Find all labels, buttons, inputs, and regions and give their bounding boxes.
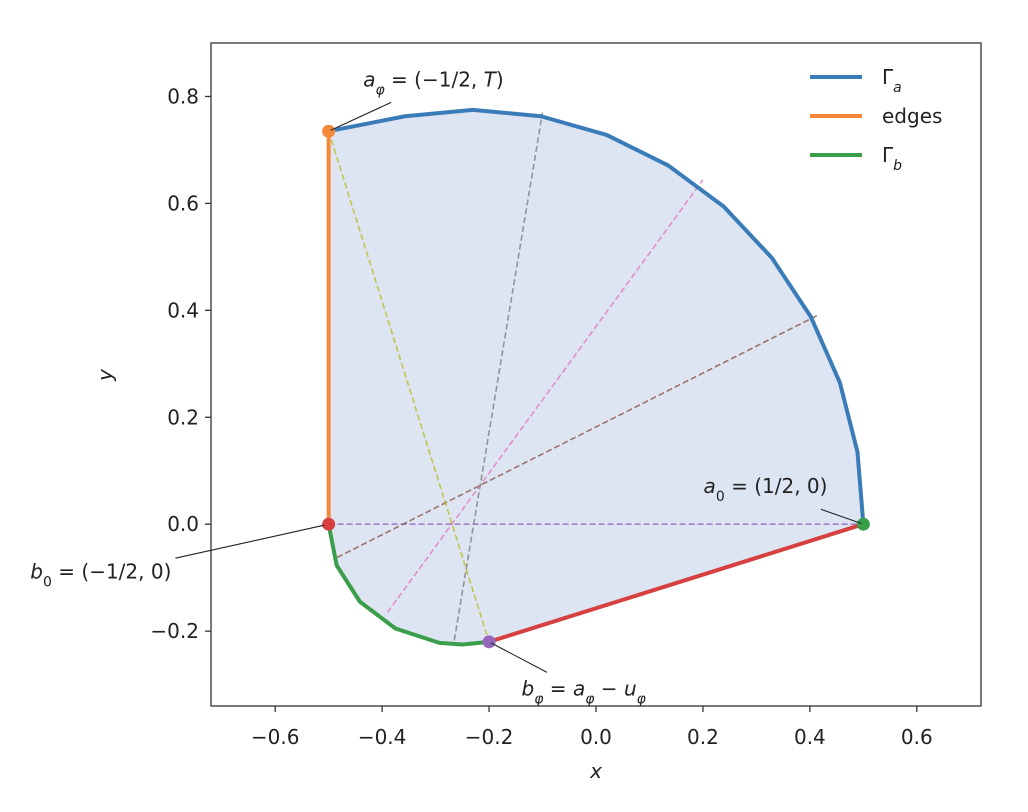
annotation-part: T [484,67,498,91]
legend-subscript: b [893,158,902,174]
x-tick-label: −0.4 [358,725,407,749]
annotation-part: a [363,67,375,91]
annotation-part: φ [637,691,647,707]
y-tick-label: −0.2 [150,619,199,643]
annotation: aφ = (−1/2, T) [363,67,503,98]
annotation-part: u [624,676,637,700]
legend-label: Γb [882,143,902,174]
annotation: a0 = (1/2, 0) [704,474,828,505]
annotation-part: b [30,559,43,583]
point [482,635,496,649]
point [322,124,336,138]
annotation-part: b [522,676,535,700]
annotation-part: = (−1/2, [385,67,484,91]
y-tick-label: 0.2 [167,405,199,429]
x-tick-label: 0.4 [794,725,826,749]
annotation-arrow [490,642,548,673]
annotation-part: 0 [43,574,52,590]
annotation-part: φ [585,691,595,707]
legend-subscript: a [893,80,902,96]
annotation-part: φ [375,82,385,98]
annotation-part: φ [534,691,544,707]
legend-name: Γ [882,65,894,89]
y-tick-label: 0.4 [167,298,199,322]
annotation-part: − [594,676,623,700]
y-axis-label: y [93,368,117,382]
legend-name: Γ [882,143,894,167]
x-tick-label: −0.2 [465,725,514,749]
x-axis-label: x [589,759,602,783]
y-tick-label: 0.8 [167,84,199,108]
dashed-line [453,112,544,641]
annotation-part: ) [496,67,504,91]
annotation-arrow [330,101,392,131]
x-tick-label: 0.0 [580,725,612,749]
legend-label: Γa [882,65,902,96]
y-tick-label: 0.0 [167,512,199,536]
annotation-part: a [704,474,716,498]
point [856,517,870,531]
annotation: bφ = aφ − uφ [522,676,647,707]
y-tick-label: 0.6 [167,191,199,215]
annotation: b0 = (−1/2, 0) [30,559,171,590]
x-tick-label: 0.6 [901,725,933,749]
dashed-line [386,179,704,613]
x-tick-label: 0.2 [687,725,719,749]
point [322,517,336,531]
legend-name: edges [882,104,942,128]
series-line [326,523,490,647]
x-tick-label: −0.6 [251,725,300,749]
annotation-part: 0 [716,489,725,505]
legend-label: edges [882,104,942,128]
series-line [488,522,864,644]
annotation-arrow [175,524,325,559]
annotation-arrow [820,508,862,525]
series-line [328,107,866,525]
annotation-part: = (1/2, 0) [725,474,828,498]
annotation-part: = (−1/2, 0) [52,559,171,583]
annotation-part: = [543,676,572,700]
annotation-part: a [573,676,585,700]
dashed-line [327,130,490,643]
